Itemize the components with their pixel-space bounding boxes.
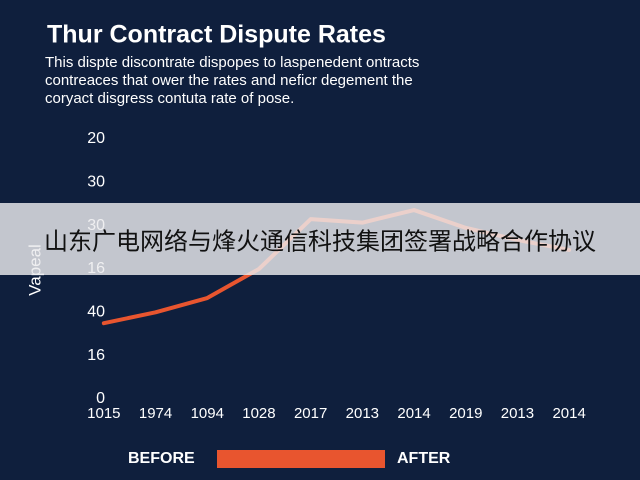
x-tick-label: 2014 — [552, 405, 585, 422]
x-tick-label: 1094 — [191, 405, 224, 422]
y-tick-label: 0 — [96, 390, 105, 407]
subtitle-line: coryact disgress contuta rate of pose. — [45, 90, 294, 107]
banner-text: 山东广电网络与烽火通信科技集团签署战略合作协议 — [44, 228, 596, 255]
x-tick-label: 1028 — [242, 405, 275, 422]
x-tick-label: 1974 — [139, 405, 172, 422]
legend-label: AFTER — [397, 450, 451, 467]
x-tick-label: 2017 — [294, 405, 327, 422]
y-tick-label: 20 — [87, 130, 105, 147]
subtitle-line: This dispte discontrate dispopes to lasp… — [45, 54, 419, 71]
x-tick-label: 2019 — [449, 405, 482, 422]
overlay-banner — [0, 203, 640, 275]
y-tick-label: 16 — [87, 347, 105, 364]
chart-title: Thur Contract Dispute Rates — [47, 21, 386, 49]
x-tick-label: 1015 — [87, 405, 120, 422]
y-tick-label: 30 — [87, 174, 105, 191]
y-tick-label: 40 — [87, 304, 105, 321]
x-tick-label: 2013 — [501, 405, 534, 422]
subtitle-line: contreaces that ower the rates and nefic… — [45, 72, 413, 89]
legend-label: BEFORE — [128, 450, 195, 467]
legend-swatch — [217, 450, 385, 468]
x-tick-label: 2013 — [346, 405, 379, 422]
x-tick-label: 2014 — [397, 405, 430, 422]
